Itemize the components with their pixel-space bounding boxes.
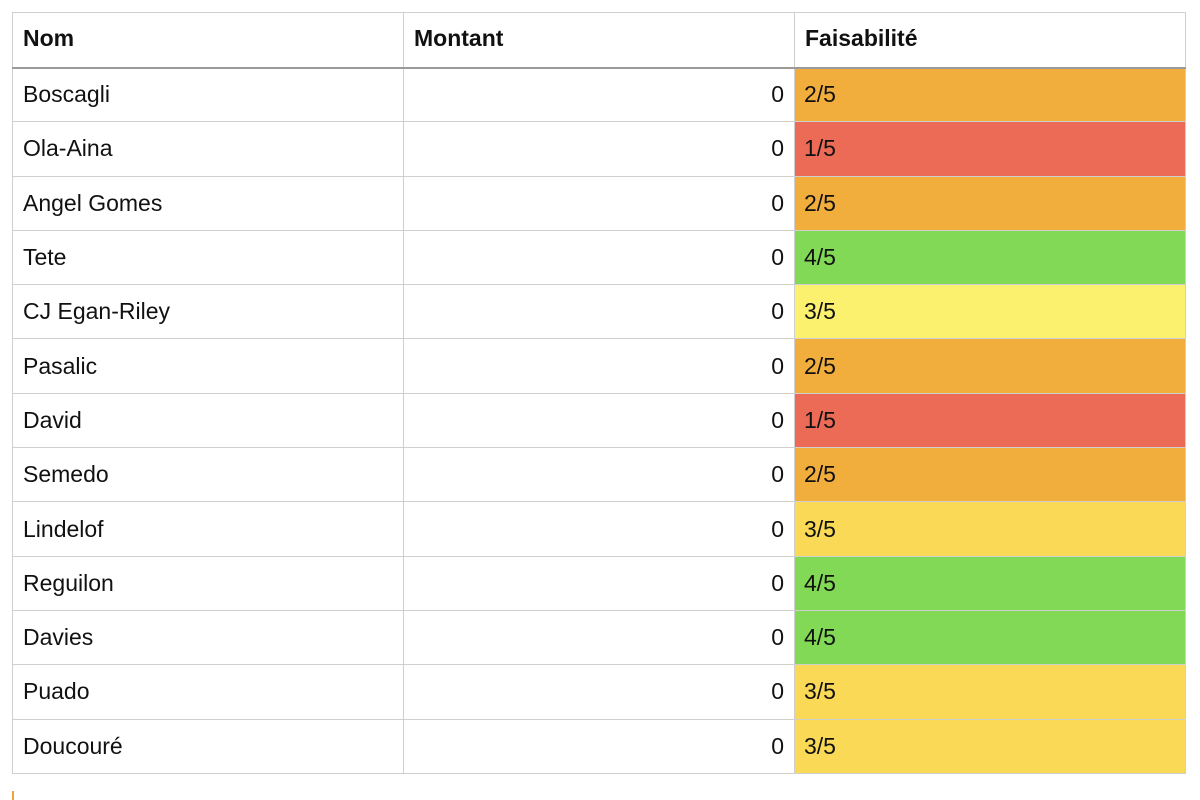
cell-montant[interactable]: 0 <box>403 66 795 123</box>
table-row: Doucouré 0 3/5 <box>12 718 1186 774</box>
cell-montant[interactable]: 0 <box>403 121 795 177</box>
cell-montant[interactable]: 0 <box>403 284 795 340</box>
cell-faisabilite[interactable]: 4/5 <box>794 229 1186 286</box>
cell-faisabilite[interactable]: 3/5 <box>794 664 1186 720</box>
cell-nom[interactable]: Lindelof <box>12 501 404 557</box>
header-nom[interactable]: Nom <box>12 12 404 69</box>
cell-faisabilite[interactable]: 2/5 <box>794 447 1186 503</box>
cell-montant[interactable]: 0 <box>403 501 795 557</box>
cell-montant[interactable]: 0 <box>403 175 795 231</box>
cell-nom[interactable]: Reguilon <box>12 555 404 611</box>
players-table: Nom Montant Faisabilité Boscagli 0 2/5 Ola-… <box>12 12 1186 774</box>
cell-faisabilite[interactable]: 4/5 <box>794 555 1186 611</box>
cell-montant[interactable]: 0 <box>403 555 795 611</box>
cell-faisabilite[interactable]: 2/5 <box>794 175 1186 231</box>
cell-nom[interactable]: Boscagli <box>12 66 404 123</box>
cell-faisabilite[interactable]: 1/5 <box>794 121 1186 177</box>
cell-faisabilite[interactable]: 2/5 <box>794 66 1186 123</box>
cell-nom[interactable]: Doucouré <box>12 718 404 774</box>
table-row: Puado 0 3/5 <box>12 664 1186 720</box>
cell-nom[interactable]: Pasalic <box>12 338 404 394</box>
table-row: CJ Egan-Riley 0 3/5 <box>12 284 1186 340</box>
cell-montant[interactable]: 0 <box>403 229 795 286</box>
cell-montant[interactable]: 0 <box>403 447 795 503</box>
cell-faisabilite[interactable]: 1/5 <box>794 392 1186 449</box>
table-row: Lindelof 0 3/5 <box>12 501 1186 557</box>
cell-faisabilite[interactable]: 3/5 <box>794 501 1186 557</box>
cell-montant[interactable]: 0 <box>403 718 795 774</box>
cell-nom[interactable]: David <box>12 392 404 449</box>
cell-faisabilite[interactable]: 3/5 <box>794 718 1186 774</box>
spreadsheet-table-container: Nom Montant Faisabilité Boscagli 0 2/5 Ola-… <box>12 12 1186 774</box>
cell-montant[interactable]: 0 <box>403 392 795 449</box>
table-row: Ola-Aina 0 1/5 <box>12 121 1186 177</box>
cell-nom[interactable]: Angel Gomes <box>12 175 404 231</box>
table-row: Semedo 0 2/5 <box>12 447 1186 503</box>
cell-nom[interactable]: Davies <box>12 609 404 666</box>
table-body: Boscagli 0 2/5 Ola-Aina 0 1/5 Angel Gomes 0 2/5 T… <box>12 66 1186 774</box>
header-row: Nom Montant Faisabilité <box>12 12 1186 69</box>
header-faisabilite[interactable]: Faisabilité <box>794 12 1186 69</box>
cell-montant[interactable]: 0 <box>403 609 795 666</box>
cell-nom[interactable]: Semedo <box>12 447 404 503</box>
table-row: Pasalic 0 2/5 <box>12 338 1186 394</box>
table-row: Davies 0 4/5 <box>12 609 1186 666</box>
cell-montant[interactable]: 0 <box>403 338 795 394</box>
cell-nom[interactable]: Puado <box>12 664 404 720</box>
table-row: David 0 1/5 <box>12 392 1186 449</box>
cell-nom[interactable]: Ola-Aina <box>12 121 404 177</box>
table-row: Angel Gomes 0 2/5 <box>12 175 1186 231</box>
cell-faisabilite[interactable]: 3/5 <box>794 284 1186 340</box>
cell-faisabilite[interactable]: 4/5 <box>794 609 1186 666</box>
cell-nom[interactable]: Tete <box>12 229 404 286</box>
table-row: Tete 0 4/5 <box>12 229 1186 286</box>
selection-edge-marker <box>12 791 14 800</box>
cell-montant[interactable]: 0 <box>403 664 795 720</box>
table-row: Boscagli 0 2/5 <box>12 66 1186 123</box>
cell-nom[interactable]: CJ Egan-Riley <box>12 284 404 340</box>
table-row: Reguilon 0 4/5 <box>12 555 1186 611</box>
cell-faisabilite[interactable]: 2/5 <box>794 338 1186 394</box>
header-montant[interactable]: Montant <box>403 12 795 69</box>
